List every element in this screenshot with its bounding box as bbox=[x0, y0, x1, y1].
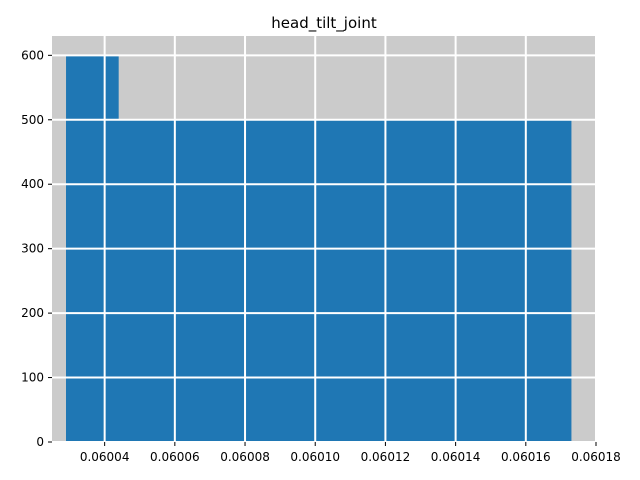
y-tick-label-6: 600 bbox=[21, 48, 44, 62]
x-tick-label-6: 0.06016 bbox=[501, 450, 551, 464]
y-tick-label-5: 500 bbox=[21, 113, 44, 127]
y-tick-label-1: 100 bbox=[21, 371, 44, 385]
bar-1 bbox=[66, 119, 572, 443]
x-axis: 0.06004 0.06006 0.06008 0.06010 0.06012 0.060… bbox=[80, 442, 621, 464]
y-axis: 0 100 200 300 400 500 600 bbox=[21, 48, 52, 449]
y-tick-label-4: 400 bbox=[21, 177, 44, 191]
x-tick-label-4: 0.06012 bbox=[361, 450, 411, 464]
x-tick-label-3: 0.06010 bbox=[290, 450, 340, 464]
chart-title: head_tilt_joint bbox=[271, 14, 377, 33]
x-tick-label-5: 0.06014 bbox=[431, 450, 481, 464]
x-tick-label-7: 0.06018 bbox=[571, 450, 621, 464]
x-tick-label-2: 0.06008 bbox=[220, 450, 270, 464]
x-tick-label-1: 0.06006 bbox=[150, 450, 200, 464]
y-tick-label-3: 300 bbox=[21, 242, 44, 256]
grid bbox=[52, 36, 597, 443]
y-tick-label-2: 200 bbox=[21, 306, 44, 320]
x-tick-label-0: 0.06004 bbox=[80, 450, 130, 464]
y-tick-label-0: 0 bbox=[36, 435, 44, 449]
